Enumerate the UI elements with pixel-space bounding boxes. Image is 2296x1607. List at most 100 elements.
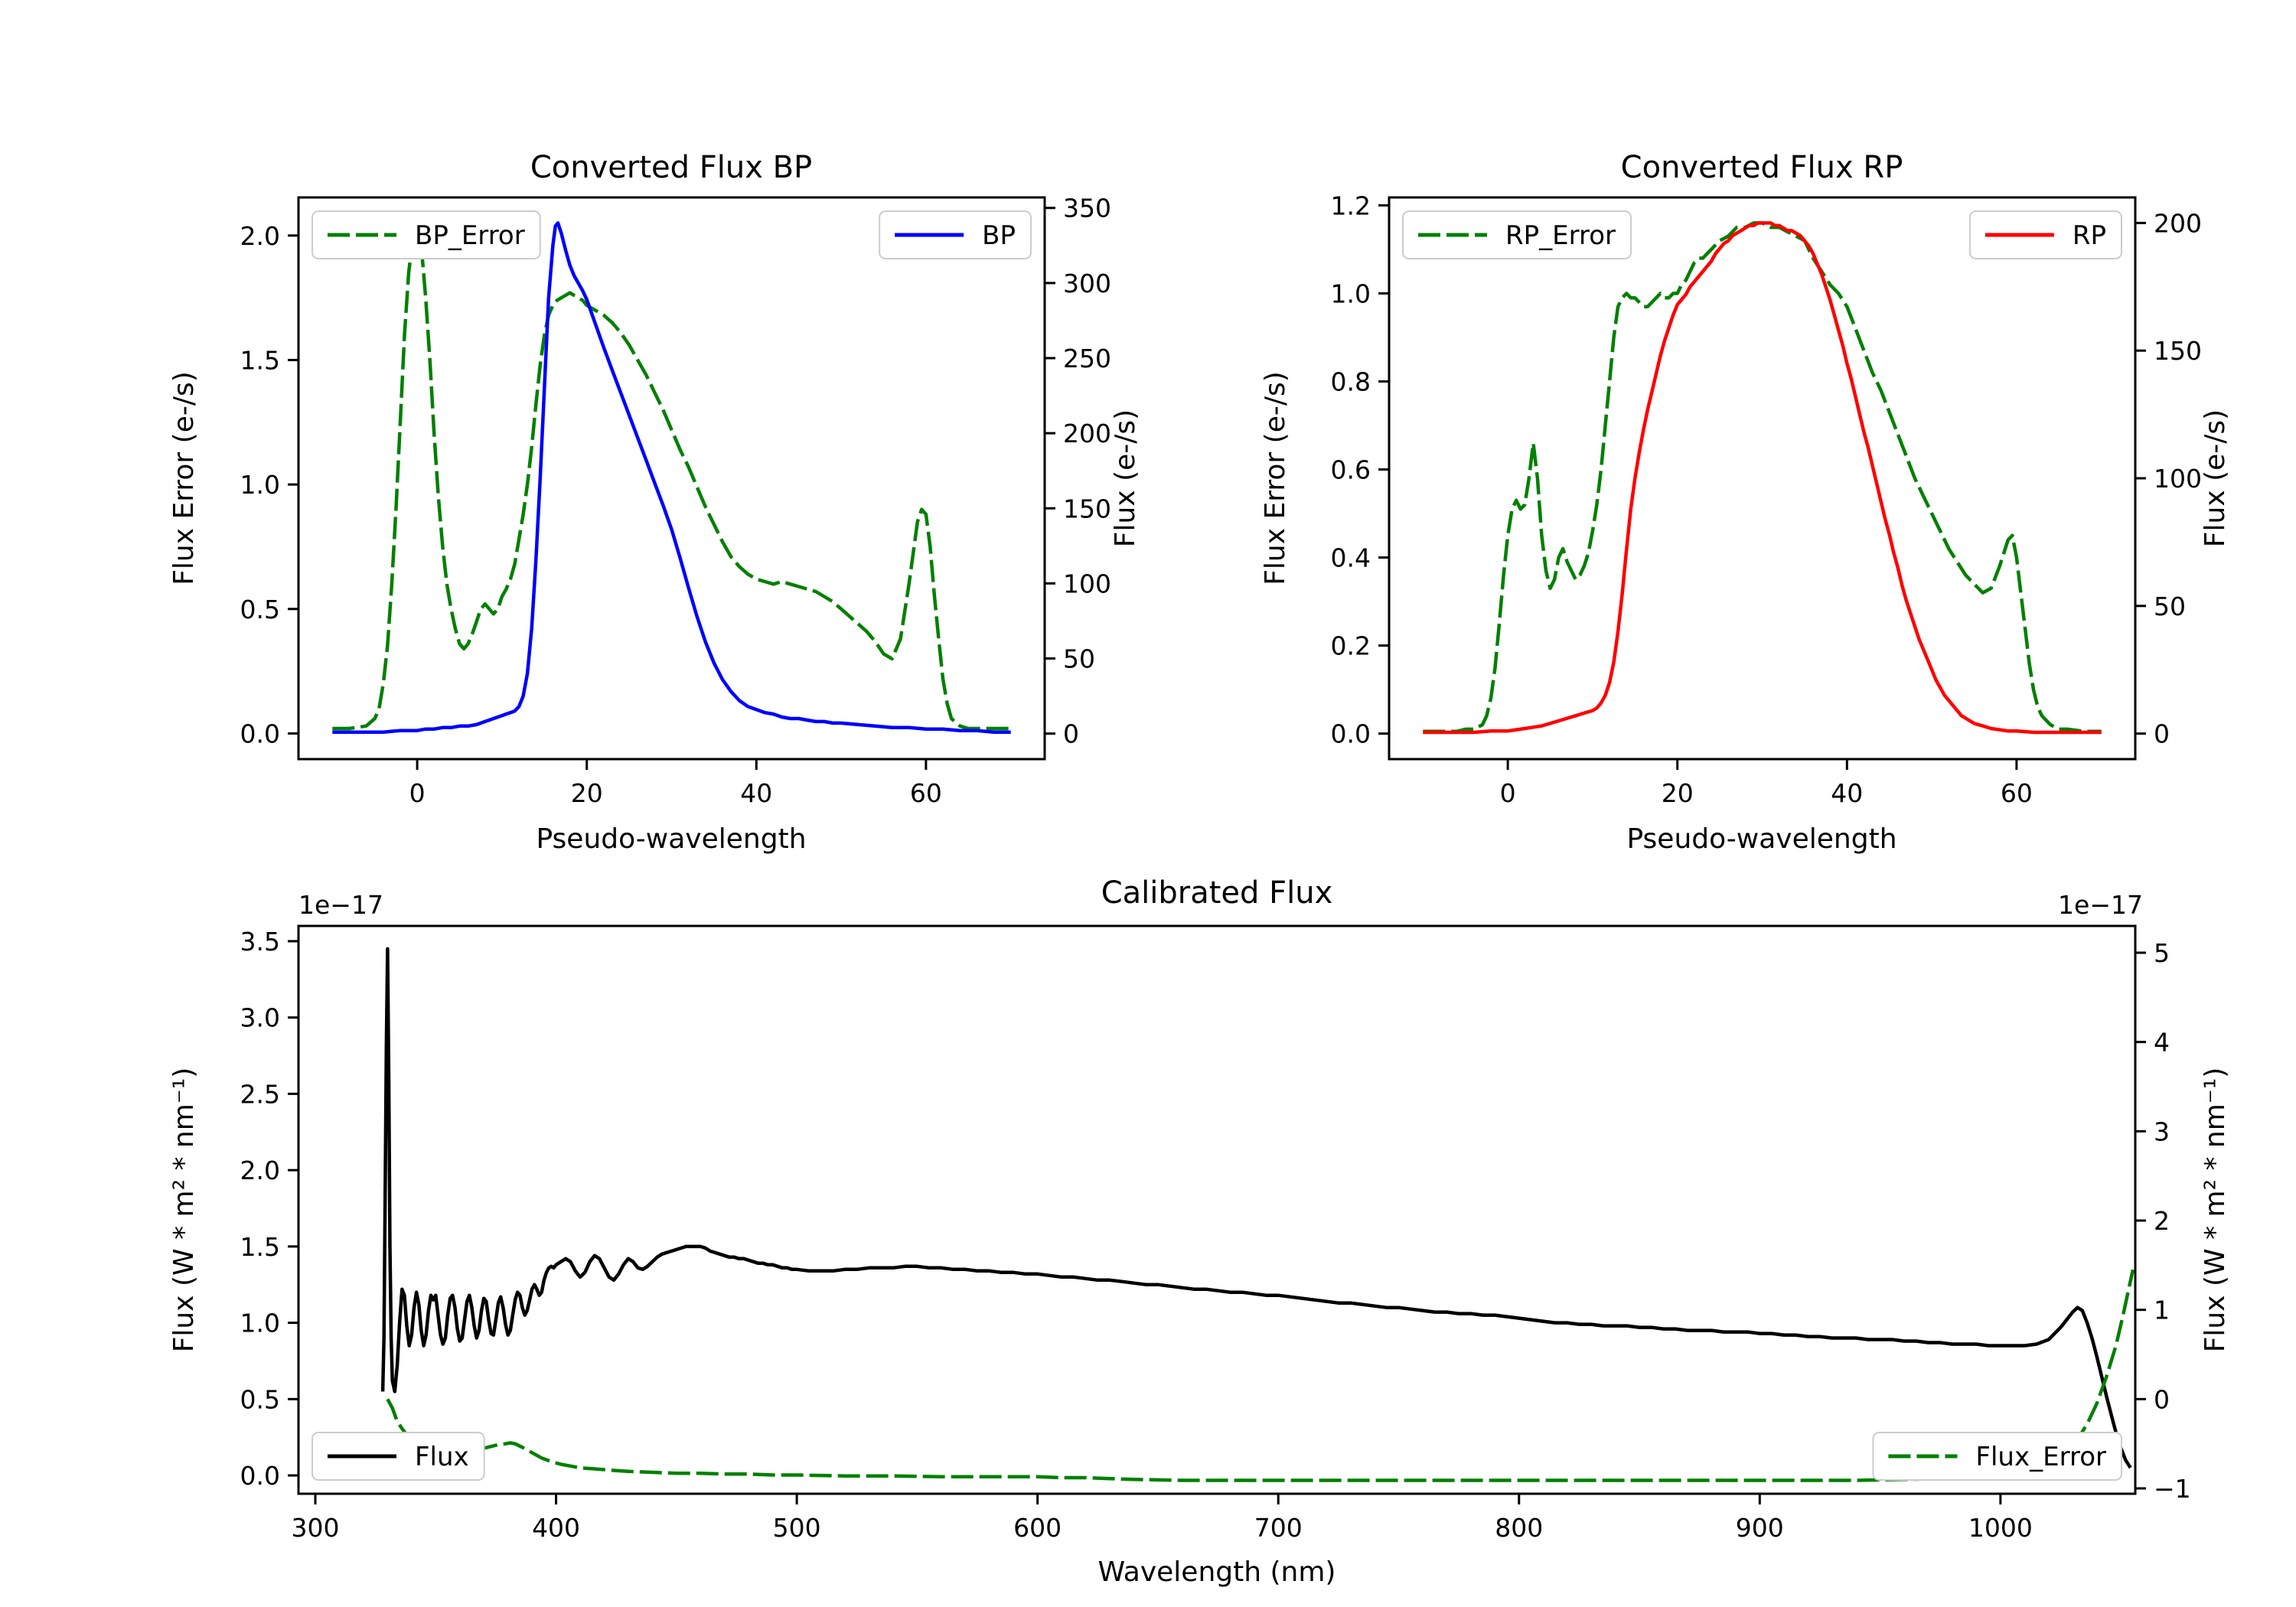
series-line-Flux_Error [386,1269,2135,1482]
x-tick-label: 300 [292,1513,340,1543]
legend-label-Flux_Error: Flux_Error [1975,1442,2106,1472]
rp-ylabel-right: Flux (e-/s) [2200,409,2231,547]
x-tick-label: 800 [1495,1513,1543,1543]
y-right-tick-label: 100 [1063,569,1111,598]
x-tick-label: 0 [1500,778,1516,808]
series-line-BP_Error [332,221,1011,731]
y-left-tick-label: 0.0 [240,719,280,748]
legend-box [311,1432,485,1481]
legend-label-BP: BP [982,220,1016,251]
axes-spines [1388,196,2137,761]
y-right-tick-label: 350 [1063,194,1111,223]
y-left-tick-label: 0.5 [240,1384,280,1414]
y-right-tick-label: 250 [1063,344,1111,373]
y-left-tick-label: 0.0 [240,1461,280,1491]
legend-RP_Error: RP_Error [1402,210,1632,259]
x-tick-label: 700 [1254,1513,1303,1543]
y-left-tick-label: 1.0 [240,470,280,500]
x-tick-label: 20 [571,778,603,808]
cal-ylabel-left: Flux (W * m² * nm⁻¹) [168,1068,200,1353]
legend-BP_Error: BP_Error [311,210,541,259]
x-tick-label: 60 [2001,778,2033,808]
cal-title: Calibrated Flux [1101,875,1333,911]
rp-xlabel: Pseudo-wavelength [1626,823,1896,855]
subplot-converted-flux-rp: Converted Flux RP Pseudo-wavelength Flux… [1260,150,2231,855]
y-left-tick-label: 1.5 [240,1232,280,1262]
subplot-converted-flux-bp: Converted Flux BP Pseudo-wavelength Flux… [168,150,1141,855]
x-tick-label: 60 [910,778,942,808]
y-right-tick-label: 0 [2154,719,2170,749]
y-left-tick-label: 1.5 [240,345,280,375]
cal-xlabel: Wavelength (nm) [1098,1556,1336,1588]
y-right-tick-label: 150 [2154,336,2202,366]
axes-spines [297,196,1046,761]
bp-ylabel-left: Flux Error (e-/s) [168,371,200,585]
bp-title: Converted Flux BP [530,150,812,185]
y-right-tick-label: 300 [1063,269,1111,298]
y-right-tick-label: 50 [1063,644,1095,674]
series-line-RP [1423,221,2102,735]
x-tick-label: 500 [773,1513,821,1543]
legend-Flux: Flux [311,1432,485,1481]
y-left-tick-label: 0.4 [1331,543,1371,573]
legend-box [1872,1432,2122,1481]
y-left-tick-label: 0.5 [240,595,280,624]
y-left-tick-label: 3.5 [240,927,280,957]
y-left-tick-label: 2.0 [240,1156,280,1185]
y-right-tick-label: 3 [2154,1116,2170,1146]
x-tick-label: 900 [1736,1513,1784,1543]
y-right-tick-label: 5 [2154,938,2170,968]
x-tick-label: 1000 [1968,1513,2033,1543]
y-right-tick-label: 100 [2154,464,2202,494]
cal-ylabel-right: Flux (W * m² * nm⁻¹) [2200,1068,2231,1353]
x-tick-label: 20 [1662,778,1694,808]
x-tick-label: 600 [1013,1513,1062,1543]
y-left-tick-label: 1.0 [1331,279,1371,308]
x-tick-label: 400 [532,1513,580,1543]
x-tick-label: 40 [740,778,772,808]
y-left-tick-label: 3.0 [240,1003,280,1033]
y-left-tick-label: 0.8 [1331,367,1371,396]
x-tick-label: 0 [409,778,426,808]
axes-spines [297,924,2137,1495]
bp-xlabel: Pseudo-wavelength [536,823,806,855]
legend-box [311,210,541,259]
y-right-tick-label: 200 [2154,208,2202,238]
series-line-BP [332,221,1011,734]
y-left-tick-label: 2.0 [240,221,280,251]
bp-ylabel-right: Flux (e-/s) [1110,409,1141,547]
series-line-Flux [380,947,2132,1469]
y-right-tick-label: 0 [1063,719,1079,749]
y-right-tick-label: 200 [1063,419,1111,448]
legend-Flux_Error: Flux_Error [1872,1432,2122,1481]
legend-label-BP_Error: BP_Error [415,220,525,251]
rp-title: Converted Flux RP [1621,150,1903,185]
cal-offset-text-right: 1e−17 [2058,890,2143,920]
legend-RP: RP [1968,210,2122,259]
y-right-tick-label: 150 [1063,494,1111,523]
cal-offset-text-left: 1e−17 [298,890,383,920]
legend-label-Flux: Flux [415,1442,469,1472]
subplot-calibrated-flux: Calibrated Flux Wavelength (nm) Flux (W … [168,875,2231,1588]
y-left-tick-label: 2.5 [240,1079,280,1109]
series-line-RP_Error [1423,221,2102,734]
y-left-tick-label: 0.0 [1331,719,1371,749]
y-right-tick-label: 50 [2154,592,2186,621]
y-right-tick-label: 4 [2154,1028,2170,1058]
y-left-tick-label: 1.2 [1331,191,1371,220]
rp-ylabel-left: Flux Error (e-/s) [1260,371,1291,585]
y-right-tick-label: 2 [2154,1206,2170,1236]
y-right-tick-label: 0 [2154,1384,2170,1414]
legend-label-RP_Error: RP_Error [1505,220,1616,251]
legend-box [1402,210,1632,259]
y-left-tick-label: 1.0 [240,1309,280,1338]
y-left-tick-label: 0.2 [1331,631,1371,661]
x-tick-label: 40 [1831,778,1863,808]
y-right-tick-label: −1 [2154,1474,2191,1504]
legend-label-RP: RP [2073,220,2106,251]
y-right-tick-label: 1 [2154,1296,2170,1325]
legend-BP: BP [879,210,1032,259]
y-left-tick-label: 0.6 [1331,455,1371,484]
